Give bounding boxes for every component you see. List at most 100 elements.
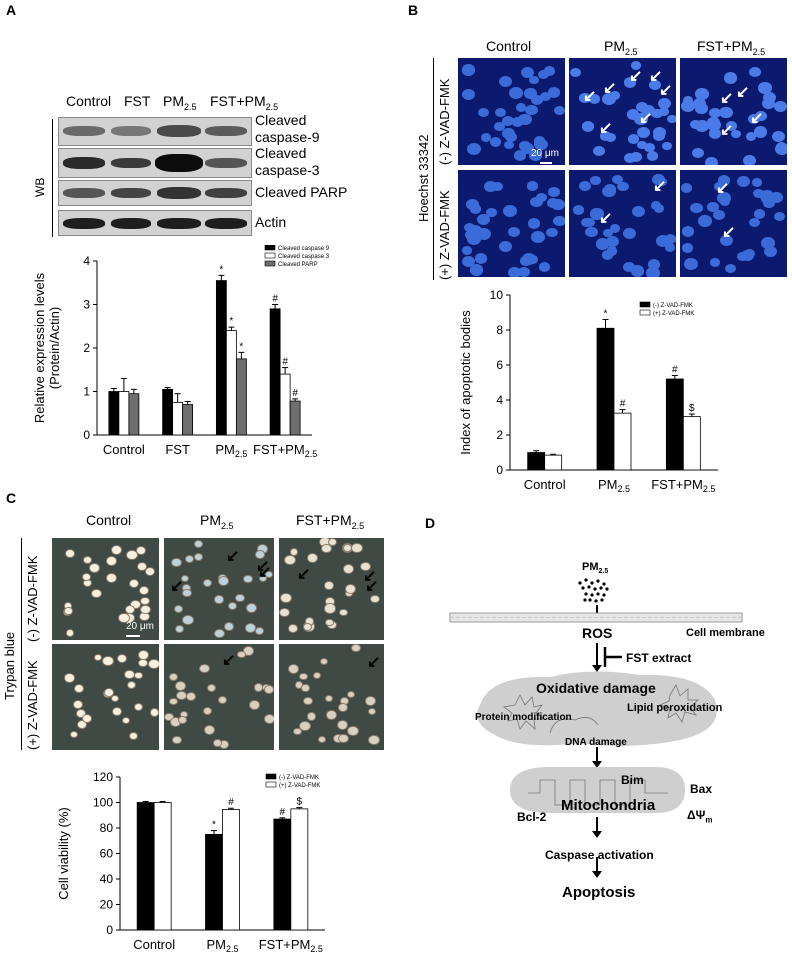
c-scale-bar <box>126 635 140 637</box>
bar <box>665 378 684 471</box>
y-tick-label: 100 <box>93 796 113 810</box>
d-lipid-label: Lipid peroxidation <box>627 702 723 714</box>
y-axis-label: Relative expression levels(Protein/Actin… <box>32 272 62 423</box>
bar <box>613 412 632 471</box>
legend-swatch <box>639 301 651 308</box>
significance-mark: # <box>620 399 626 410</box>
lane-fst-pm: FST+PM2.5 <box>210 93 279 112</box>
y-tick-label: 0 <box>496 463 503 477</box>
panel-d-letter: D <box>425 515 436 531</box>
bar <box>215 280 227 436</box>
legend-swatch <box>264 245 276 251</box>
category-label: Control <box>103 442 145 457</box>
b-img-control-plus <box>458 170 565 277</box>
legend-swatch <box>265 773 277 780</box>
panel-c-letter: C <box>6 490 17 506</box>
bar <box>290 808 309 931</box>
y-tick-label: 20 <box>100 898 114 912</box>
b-img-control-minus <box>458 58 565 165</box>
y-tick-label: 40 <box>100 872 114 886</box>
c-col-pm: PM2.5 <box>200 512 234 531</box>
bar <box>182 404 194 436</box>
significance-mark: * <box>229 316 233 327</box>
b-bracket <box>433 58 434 280</box>
lane-control: Control <box>66 93 112 109</box>
significance-mark: # <box>280 807 286 818</box>
y-tick-label: 0 <box>83 428 90 442</box>
bar <box>269 308 281 436</box>
c-img-control-minus <box>52 538 159 640</box>
panel-a-letter: A <box>6 2 17 18</box>
y-tick-label: 60 <box>100 847 114 861</box>
c-img-pm-plus: ↙ <box>164 644 274 750</box>
wb-label: WB <box>33 177 47 197</box>
oxidative-cloud <box>477 671 717 746</box>
lane-fst: FST <box>124 93 151 109</box>
category-label: FST+PM2.5 <box>253 442 317 459</box>
d-oxdmg-label: Oxidative damage <box>536 680 656 696</box>
b-col-fst-pm: FST+PM2.5 <box>697 38 766 57</box>
blot-label-actin: Actin <box>255 214 287 230</box>
y-tick-label: 120 <box>93 770 113 784</box>
protein-star <box>503 694 546 730</box>
chart-c: 0 20 40 60 80 100 120 Cell viability (%) Control… <box>56 770 325 954</box>
blot-caspase3 <box>58 148 252 178</box>
c-img-pm-minus: ↙ ↙ ↙ ↙ <box>164 538 274 640</box>
y-tick-label: 80 <box>100 821 114 835</box>
b-scale-bar <box>540 162 552 164</box>
legend-label: Cleaved PARP <box>278 262 318 268</box>
b-img-pm-plus: ↙ ↙ <box>569 170 676 277</box>
blot-label-parp: Cleaved PARP <box>255 184 348 200</box>
d-bcl2-label: Bcl-2 <box>517 810 547 824</box>
bar <box>153 802 172 931</box>
d-mito-label: Mitochondria <box>561 797 656 814</box>
legend-label: (-) Z-VAD-FMK <box>653 303 693 309</box>
bar <box>162 388 174 436</box>
lane-pm: PM2.5 <box>163 93 197 112</box>
c-row2-label: (+) Z-VAD-FMK <box>25 660 40 750</box>
bar <box>544 454 563 471</box>
legend-label: (+) Z-VAD-FMK <box>653 311 694 317</box>
c-bracket <box>21 538 22 750</box>
category-label: PM2.5 <box>215 442 247 459</box>
bar <box>279 373 291 436</box>
y-tick-label: 10 <box>490 288 504 302</box>
significance-mark: # <box>672 365 678 376</box>
bar <box>289 400 301 436</box>
blot-label-caspase3: Cleaved caspase-3 <box>255 145 320 178</box>
b-col-pm: PM2.5 <box>604 38 638 57</box>
d-bim-label: Bim <box>621 773 644 787</box>
b-img-fst-minus: ↙ ↙ ↙ ↙ <box>680 58 787 165</box>
legend-label: Cleaved caspase 9 <box>278 246 330 252</box>
panel-b-letter: B <box>408 2 419 18</box>
d-prot-label: Protein modification <box>475 712 572 723</box>
d-membrane-label: Cell membrane <box>686 627 765 639</box>
chart-a: 0 1 2 3 4 Relative expression levels(Protein/… <box>32 245 330 459</box>
bar <box>682 416 701 471</box>
c-row1-label: (-) Z-VAD-FMK <box>25 555 40 642</box>
significance-mark: # <box>292 388 298 399</box>
legend-label: Cleaved caspase 3 <box>278 254 330 260</box>
c-stain-label: Trypan blue <box>2 631 17 700</box>
bar <box>225 330 237 436</box>
blot-parp <box>58 180 252 206</box>
c-img-fst-minus: ↙ ↙ ↙ <box>279 538 384 640</box>
legend-swatch <box>264 260 276 267</box>
significance-mark: * <box>604 309 608 320</box>
legend-swatch <box>265 781 277 788</box>
significance-mark: # <box>282 357 288 368</box>
b-row1-label: (-) Z-VAD-FMK <box>437 78 452 165</box>
legend-label: (+) Z-VAD-FMK <box>279 783 320 789</box>
significance-mark: # <box>272 294 278 305</box>
y-tick-label: 1 <box>83 385 90 399</box>
y-axis-label: Index of apoptotic bodies <box>458 310 473 455</box>
y-tick-label: 0 <box>106 923 113 937</box>
d-caspase-label: Caspase activation <box>545 848 654 862</box>
significance-mark: # <box>228 797 234 808</box>
c-img-control-plus <box>52 644 159 750</box>
blot-label-caspase9: Cleaved caspase-9 <box>255 112 320 145</box>
wb-bracket <box>52 119 53 237</box>
dna-squiggle <box>549 717 599 734</box>
significance-mark: * <box>239 341 243 352</box>
bar <box>128 393 140 436</box>
